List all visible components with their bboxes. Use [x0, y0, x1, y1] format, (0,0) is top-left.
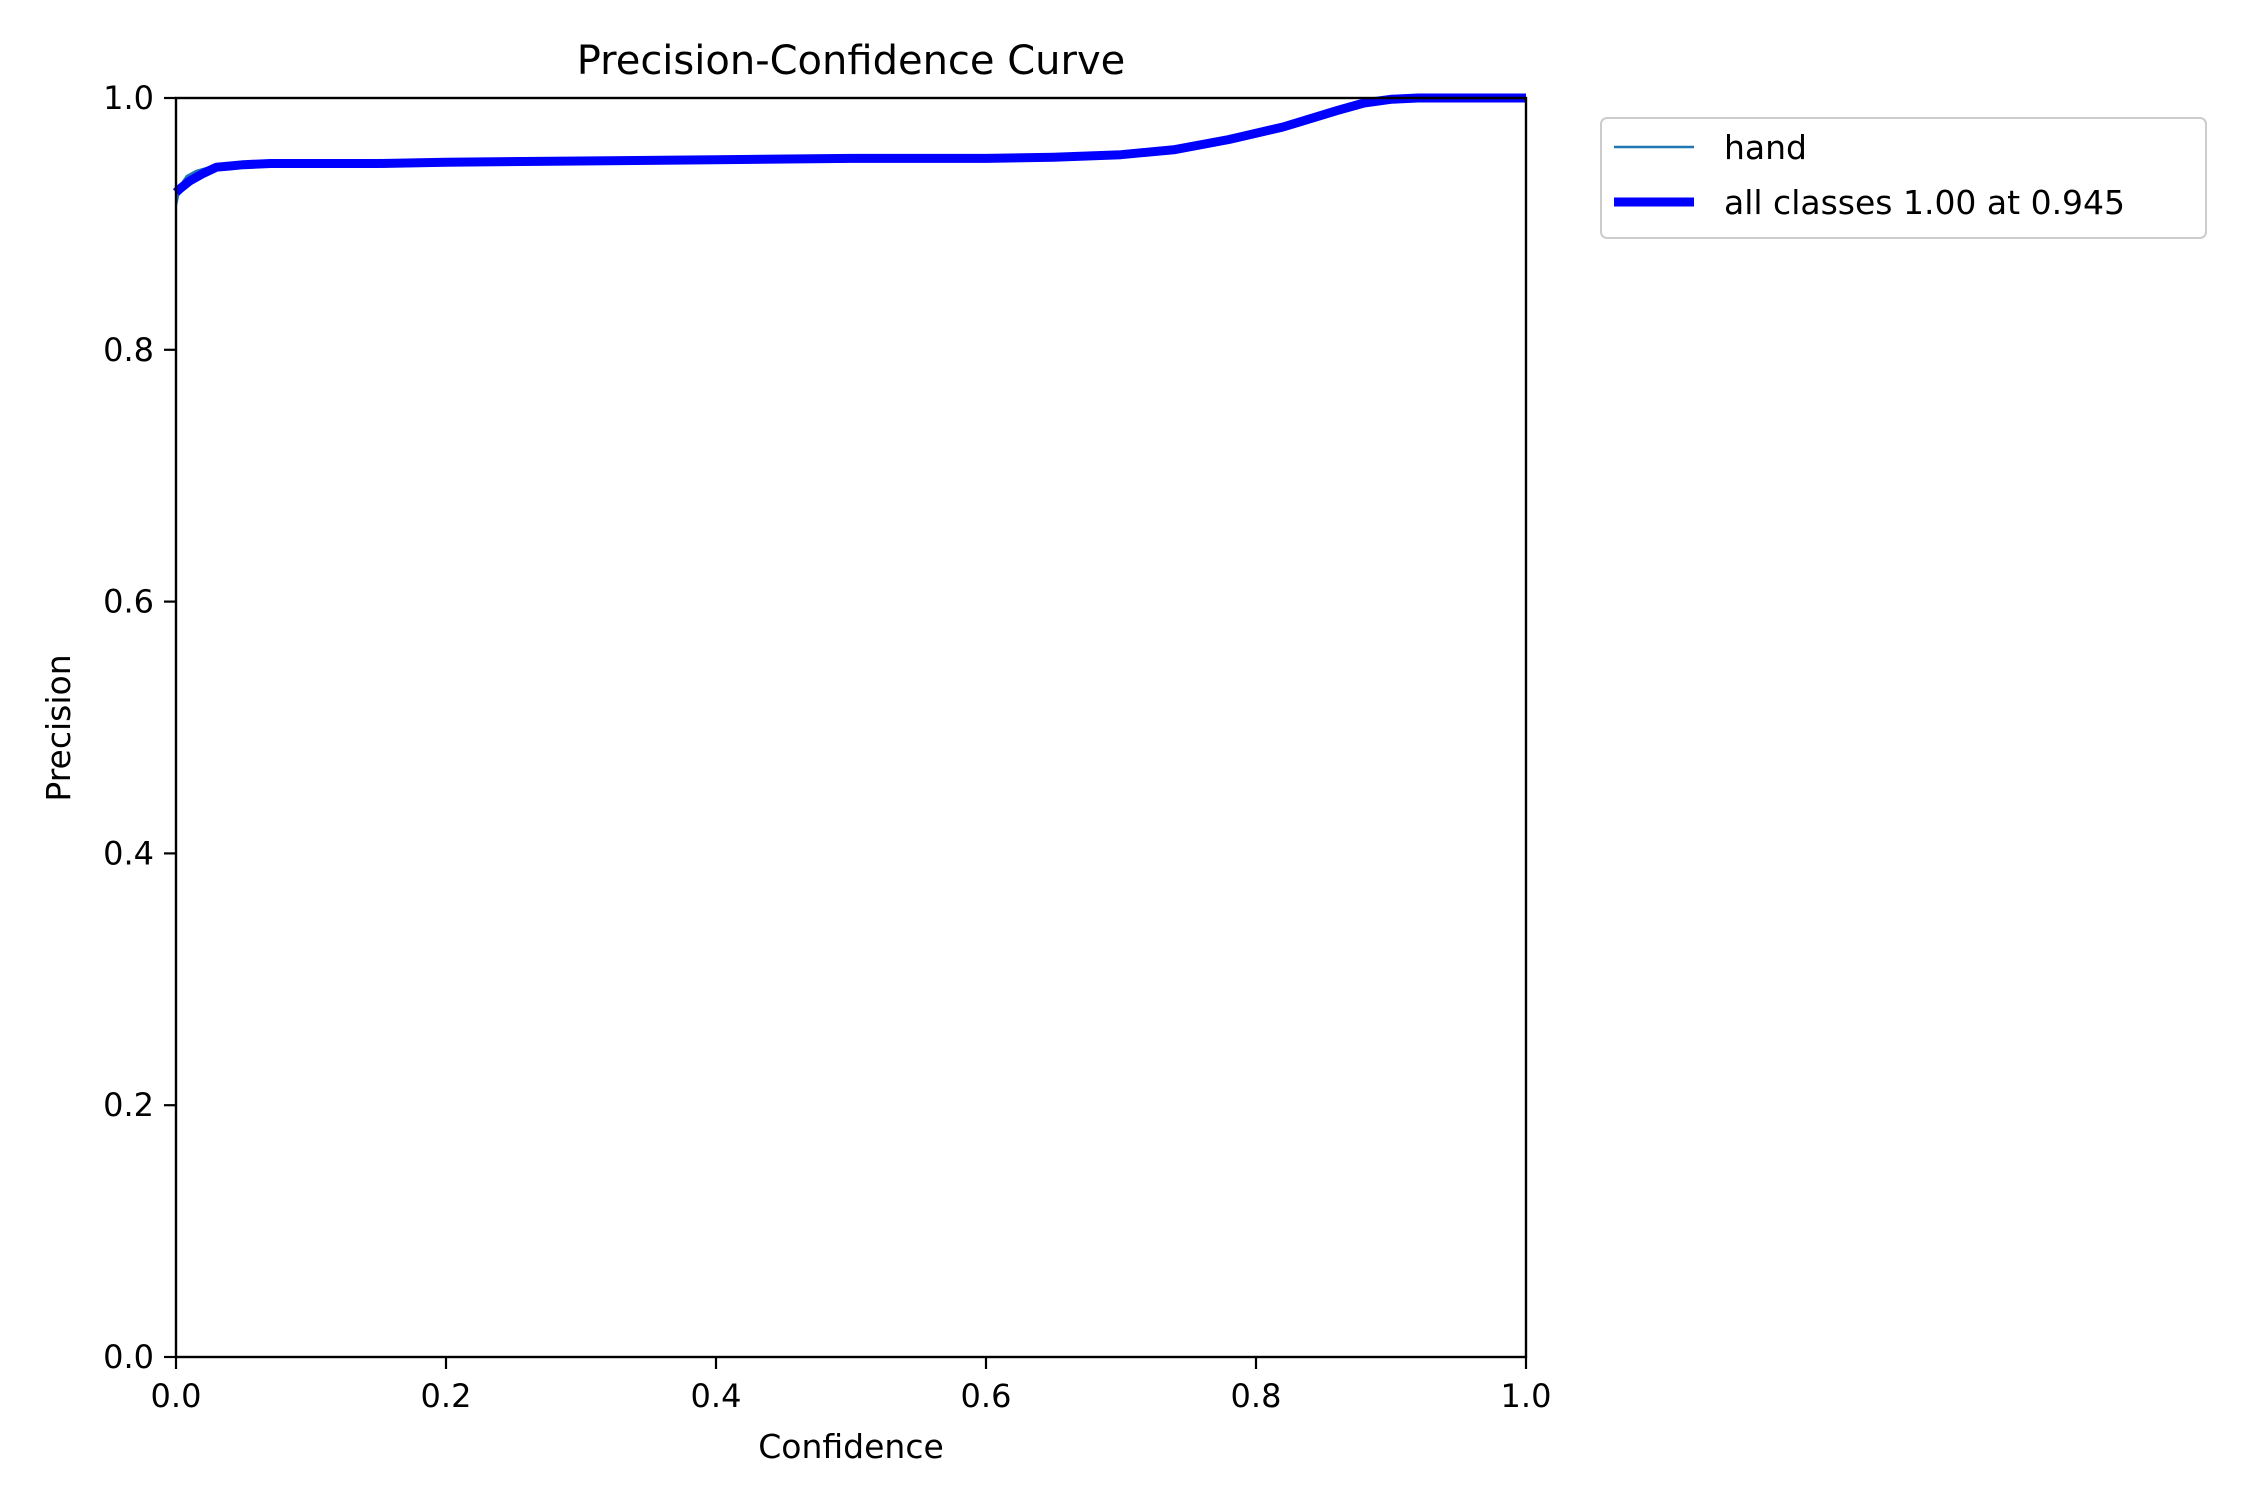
y-tick-label: 0.6	[103, 583, 154, 621]
series-line-all-classes	[172, 93, 1526, 196]
legend-label-hand: hand	[1724, 128, 1807, 167]
x-tick-label: 0.4	[691, 1377, 742, 1415]
chart-title: Precision-Confidence Curve	[577, 38, 1126, 84]
legend-box	[1600, 117, 2207, 239]
y-tick-label: 0.2	[103, 1086, 154, 1124]
x-axis-label: Confidence	[758, 1427, 944, 1466]
x-tick-label: 0.8	[1231, 1377, 1282, 1415]
x-tick-label: 0.2	[421, 1377, 472, 1415]
y-tick-label: 0.4	[103, 834, 154, 872]
x-tick-label: 0.0	[151, 1377, 202, 1415]
plot-frame	[174, 96, 1528, 1359]
legend-label-all-classes: all classes 1.00 at 0.945	[1724, 183, 2125, 222]
y-tick-label: 1.0	[103, 79, 154, 117]
x-tick-label: 1.0	[1501, 1377, 1552, 1415]
y-tick-label: 0.0	[103, 1338, 154, 1376]
series-layer	[172, 93, 1526, 206]
legend: hand all classes 1.00 at 0.945	[1600, 117, 2207, 239]
y-axis-label: Precision	[39, 654, 78, 801]
y-tick-label: 0.8	[103, 331, 154, 369]
x-tick-label: 0.6	[961, 1377, 1012, 1415]
x-axis: 0.0 0.2 0.4 0.6 0.8 1.0	[151, 1357, 1552, 1415]
y-axis: 0.0 0.2 0.4 0.6 0.8 1.0	[103, 79, 176, 1376]
